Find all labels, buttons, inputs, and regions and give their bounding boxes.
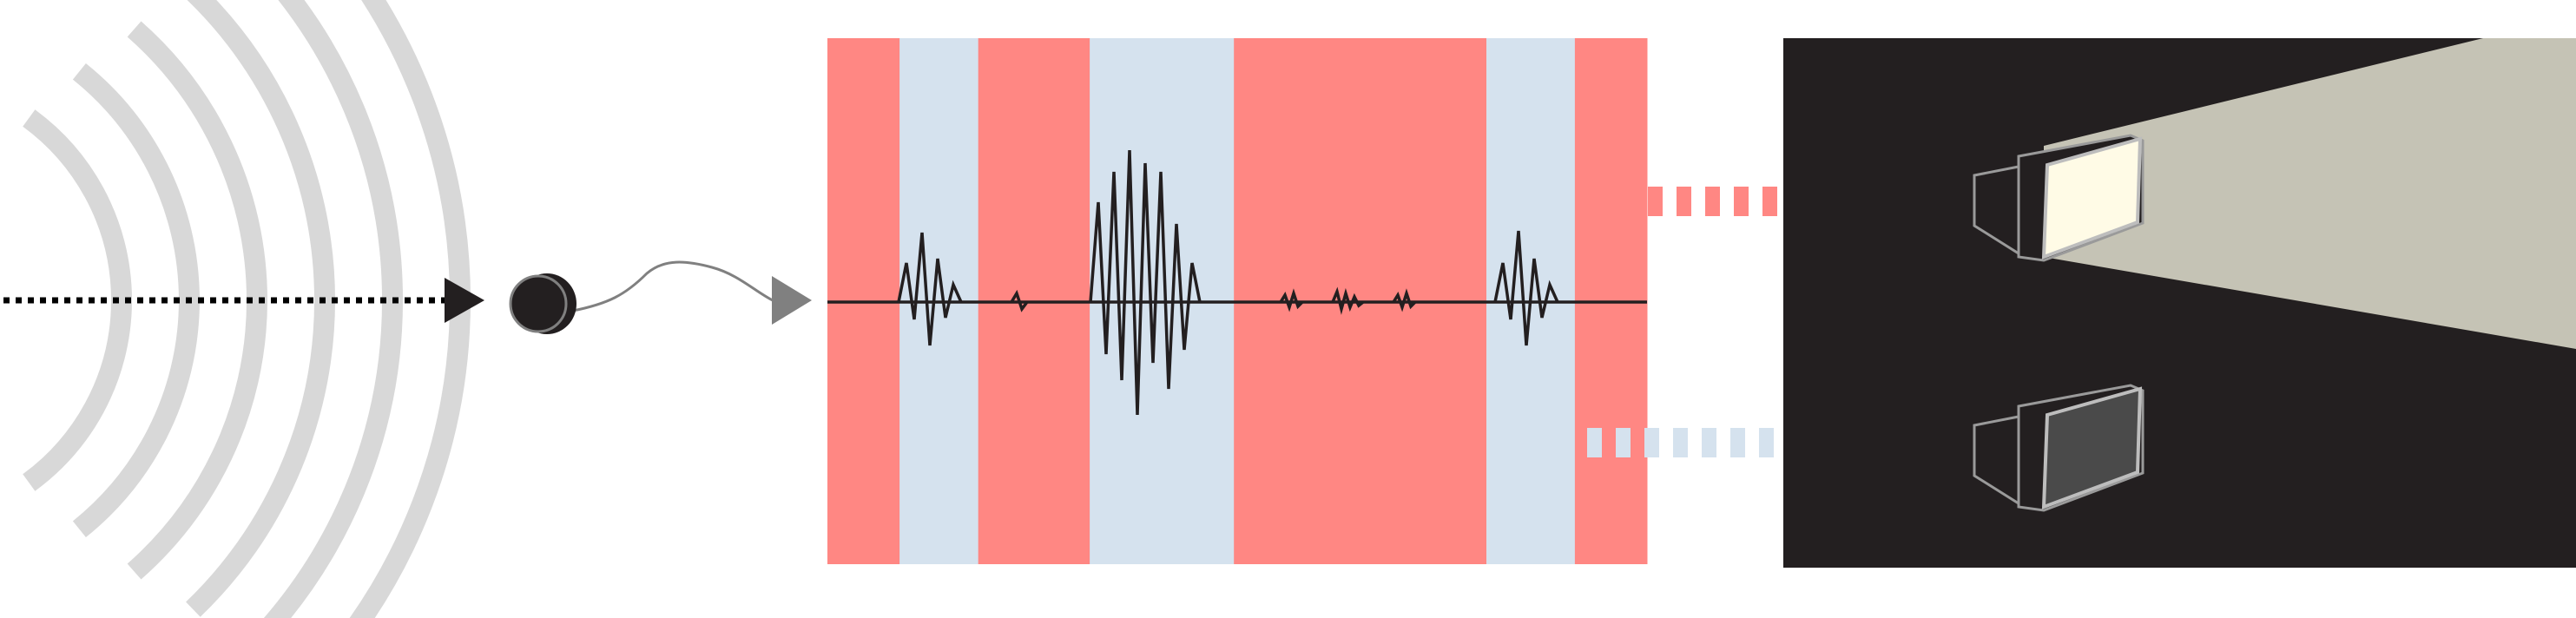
waveform-burst — [1089, 149, 1202, 416]
speech-output-dash — [1734, 187, 1749, 216]
speech-output-dash — [1762, 187, 1777, 216]
projector-lens-dark — [2041, 386, 2143, 510]
silence-output-dash — [1616, 428, 1631, 457]
microphone-icon — [509, 260, 774, 334]
audio-waveform — [827, 149, 1647, 416]
sound-wave-arc — [23, 109, 132, 491]
silence-output-dash — [1759, 428, 1774, 457]
input-signal-arrow — [3, 278, 484, 323]
speech-output-dash — [1648, 187, 1663, 216]
projector-lens-lit — [2041, 136, 2143, 260]
silence-output-dash — [1673, 428, 1688, 457]
silence-output-dash — [1730, 428, 1745, 457]
waveform-burst — [1392, 288, 1417, 312]
sound-wave-arc — [72, 62, 200, 538]
silence-output-dash — [1702, 428, 1716, 457]
speech-output-dash — [1705, 187, 1720, 216]
waveform-burst — [1010, 289, 1029, 312]
silence-output-dash — [1644, 428, 1659, 457]
projector-off-icon — [1973, 384, 2144, 512]
sound-wave-arc — [127, 21, 268, 580]
sound-waves-icon — [23, 0, 471, 618]
projector-light-beam — [2044, 38, 2576, 349]
speech-output-dash — [1677, 187, 1691, 216]
microphone-output-arrow — [772, 276, 812, 325]
projector-on-icon — [1973, 134, 2144, 262]
microphone-cable — [572, 260, 774, 312]
waveform-burst — [1331, 286, 1365, 315]
waveform-burst — [897, 232, 963, 346]
waveform-burst — [1493, 230, 1559, 346]
silence-output-dash — [1587, 428, 1602, 457]
waveform-burst — [1279, 288, 1304, 312]
